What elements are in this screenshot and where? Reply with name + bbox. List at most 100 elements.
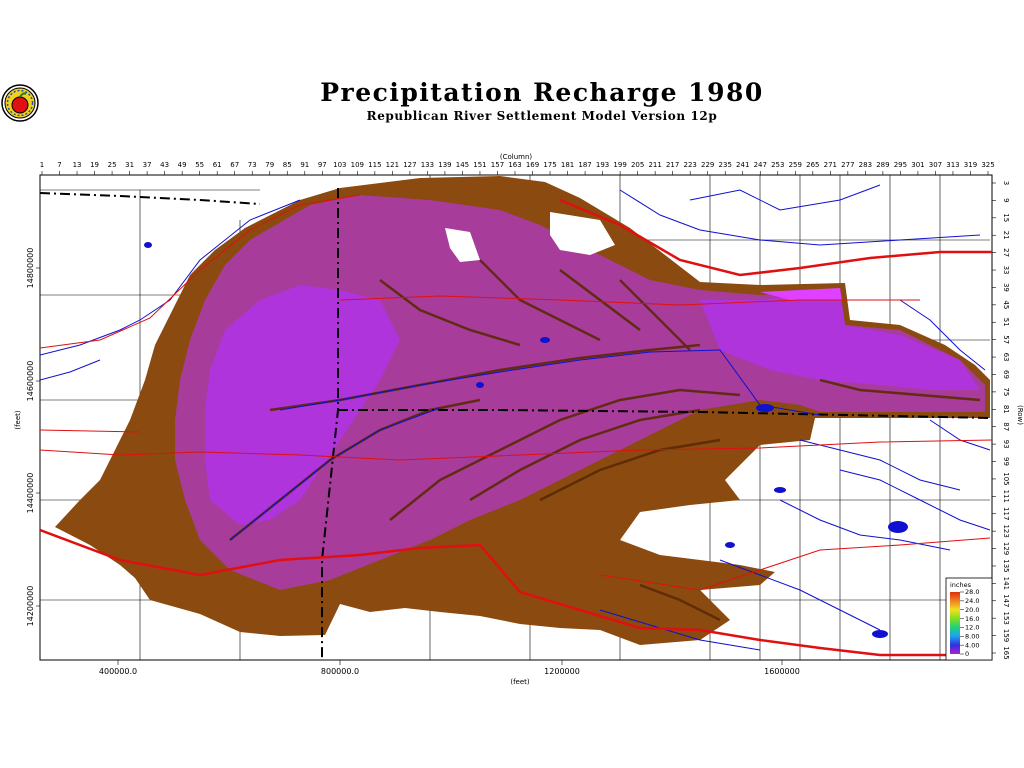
row-tick-label: 27: [1002, 248, 1010, 257]
column-tick-label: 229: [701, 161, 714, 169]
column-tick-label: 115: [368, 161, 381, 169]
column-tick-label: 271: [824, 161, 837, 169]
row-tick-label: 15: [1002, 213, 1010, 222]
column-tick-label: 49: [178, 161, 187, 169]
legend-entry-label: 4.00: [965, 641, 979, 649]
column-tick-label: 25: [108, 161, 117, 169]
model-area-high-recharge-east: [700, 290, 980, 390]
column-tick-label: 157: [491, 161, 504, 169]
column-tick-label: 301: [911, 161, 924, 169]
column-tick-label: 169: [526, 161, 539, 169]
legend-entry-label: 16.0: [965, 615, 979, 623]
column-tick-label: 55: [195, 161, 204, 169]
column-tick-label: 241: [736, 161, 749, 169]
northing-tick-label: 14200000: [26, 586, 35, 627]
column-tick-label: 37: [143, 161, 152, 169]
column-tick-label: 223: [683, 161, 696, 169]
row-tick-label: 159: [1002, 629, 1010, 642]
roads: [40, 194, 992, 657]
column-tick-label: 211: [648, 161, 661, 169]
model-area-peak-recharge: [760, 288, 842, 300]
apple-logo-icon: [0, 80, 46, 126]
column-tick-label: 13: [73, 161, 82, 169]
column-tick-label: 97: [318, 161, 327, 169]
row-axis-label: (Row): [1016, 405, 1024, 425]
row-tick-label: 141: [1002, 577, 1010, 590]
page-subtitle: Republican River Settlement Model Versio…: [366, 109, 718, 123]
column-tick-label: 217: [666, 161, 679, 169]
easting-tick-label: 800000.0: [321, 667, 359, 676]
column-tick-label: 247: [754, 161, 767, 169]
column-tick-label: 259: [789, 161, 802, 169]
column-tick-label: 79: [265, 161, 274, 169]
column-tick-label: 313: [946, 161, 959, 169]
column-tick-label: 85: [283, 161, 292, 169]
no-data-area: [550, 212, 615, 255]
column-tick-label: 265: [806, 161, 819, 169]
easting-tick-label: 1600000: [764, 667, 800, 676]
legend-entry-label: 0: [965, 650, 969, 658]
rivers: [40, 184, 991, 651]
row-tick-label: 129: [1002, 542, 1010, 555]
column-tick-label: 67: [230, 161, 239, 169]
column-axis: 1 7 13 19 25 31 37 43 49 55 61 67 73 79 85 91 97 103 109 11…: [40, 161, 995, 175]
legend-title: inches: [950, 581, 972, 589]
no-data-area-2: [445, 228, 480, 262]
row-tick-label: 87: [1002, 422, 1010, 431]
column-tick-label: 319: [964, 161, 977, 169]
page-title: Precipitation Recharge 1980: [320, 78, 764, 107]
legend: inches 28.024.020.016.012.08.004.000: [945, 577, 993, 661]
row-tick-label: 9: [1002, 198, 1010, 202]
row-tick-label: 75: [1002, 387, 1010, 396]
column-tick-label: 121: [386, 161, 399, 169]
column-tick-label: 163: [508, 161, 521, 169]
legend-entry-label: 20.0: [965, 606, 979, 614]
row-tick-label: 123: [1002, 524, 1010, 537]
column-tick-label: 295: [894, 161, 907, 169]
row-tick-label: 63: [1002, 353, 1010, 362]
row-tick-label: 57: [1002, 335, 1010, 344]
row-tick-label: 69: [1002, 370, 1010, 379]
northing-axis-label: (feet): [14, 410, 22, 430]
row-tick-label: 105: [1002, 472, 1010, 485]
northing-tick-label: 14600000: [26, 361, 35, 402]
row-tick-label: 33: [1002, 266, 1010, 275]
state-boundaries: [40, 188, 991, 660]
northing-axis: 14800000 14600000 14400000 14200000: [26, 248, 40, 627]
row-tick-label: 135: [1002, 559, 1010, 572]
legend-entry-label: 8.00: [965, 632, 979, 640]
column-tick-label: 31: [125, 161, 134, 169]
column-tick-label: 277: [841, 161, 854, 169]
column-tick-label: 283: [859, 161, 872, 169]
legend-color-bar: [950, 592, 960, 654]
column-tick-label: 43: [160, 161, 169, 169]
column-tick-label: 175: [543, 161, 556, 169]
column-tick-label: 7: [57, 161, 61, 169]
row-tick-label: 81: [1002, 405, 1010, 414]
column-tick-label: 187: [578, 161, 591, 169]
easting-axis-label: (feet): [510, 678, 530, 686]
column-tick-label: 199: [613, 161, 626, 169]
column-tick-label: 133: [421, 161, 434, 169]
column-tick-label: 1: [40, 161, 44, 169]
column-tick-label: 193: [596, 161, 609, 169]
column-tick-label: 73: [248, 161, 257, 169]
column-tick-label: 19: [90, 161, 99, 169]
column-tick-label: 103: [333, 161, 346, 169]
column-tick-label: 289: [876, 161, 889, 169]
row-tick-label: 45: [1002, 300, 1010, 309]
row-tick-label: 3: [1002, 181, 1010, 185]
column-tick-label: 307: [929, 161, 942, 169]
column-tick-label: 109: [351, 161, 364, 169]
column-tick-label: 151: [473, 161, 486, 169]
column-tick-label: 235: [719, 161, 732, 169]
easting-axis: 400000.0 800000.0 1200000 1600000: [99, 660, 800, 676]
row-tick-label: 153: [1002, 611, 1010, 624]
easting-tick-label: 400000.0: [99, 667, 137, 676]
column-tick-label: 181: [561, 161, 574, 169]
row-tick-label: 93: [1002, 440, 1010, 449]
column-tick-label: 91: [300, 161, 309, 169]
row-tick-label: 39: [1002, 283, 1010, 292]
easting-tick-label: 1200000: [544, 667, 580, 676]
